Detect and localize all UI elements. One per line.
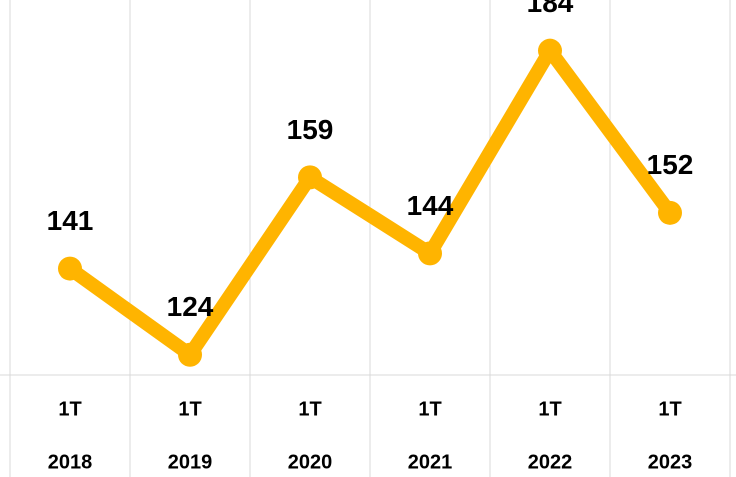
data-label: 159 [287, 114, 334, 145]
x-tick-label: 1T [538, 398, 561, 420]
data-label: 144 [407, 190, 454, 221]
x-tick-label: 1T [58, 398, 81, 420]
marker [538, 38, 562, 63]
x-tick-label: 1T [178, 398, 201, 420]
marker [418, 241, 442, 266]
x-tick-label: 2022 [528, 451, 573, 473]
data-label: 152 [647, 149, 694, 180]
x-tick-label: 1T [418, 398, 441, 420]
marker [58, 256, 82, 281]
x-tick-label: 2023 [648, 451, 693, 473]
x-tick-label: 2018 [48, 451, 93, 473]
data-label: 184 [527, 0, 574, 18]
x-tick-label: 2020 [288, 451, 333, 473]
data-label: 141 [47, 205, 94, 236]
line [65, 43, 676, 362]
marker [298, 165, 322, 190]
x-tick-label: 1T [658, 398, 681, 420]
data-label: 124 [167, 291, 214, 322]
x-tick-label: 1T [298, 398, 321, 420]
x-tick-label: 2021 [408, 451, 453, 473]
x-tick-label: 2019 [168, 451, 213, 473]
marker [178, 342, 202, 367]
marker [658, 200, 682, 225]
